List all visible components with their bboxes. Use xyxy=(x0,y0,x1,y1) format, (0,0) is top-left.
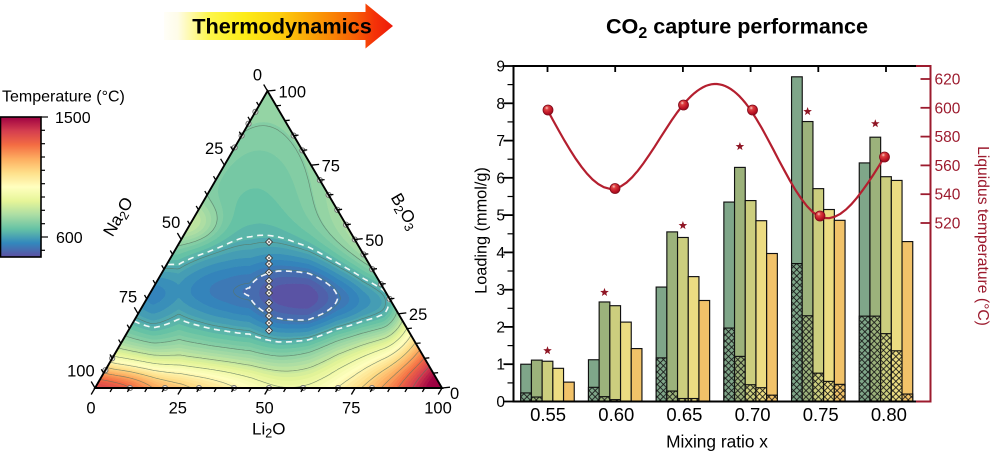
svg-text:Li2O: Li2O xyxy=(252,420,285,441)
svg-text:1500: 1500 xyxy=(55,110,91,127)
svg-text:100: 100 xyxy=(279,84,307,102)
svg-text:0.55: 0.55 xyxy=(530,404,566,425)
svg-text:0.65: 0.65 xyxy=(666,404,702,425)
svg-text:6: 6 xyxy=(496,170,505,187)
svg-text:8: 8 xyxy=(496,96,505,113)
svg-text:560: 560 xyxy=(935,158,961,175)
svg-text:25: 25 xyxy=(409,306,427,324)
svg-text:9: 9 xyxy=(496,59,505,76)
svg-text:620: 620 xyxy=(935,72,961,89)
svg-text:7: 7 xyxy=(496,133,505,150)
svg-text:0.60: 0.60 xyxy=(598,404,634,425)
svg-text:5: 5 xyxy=(496,208,505,225)
svg-text:0: 0 xyxy=(253,67,262,85)
svg-text:0: 0 xyxy=(496,394,505,411)
svg-text:CO2 capture performance: CO2 capture performance xyxy=(606,14,868,43)
svg-text:Liquidus temperature (°C): Liquidus temperature (°C) xyxy=(974,146,991,326)
svg-text:75: 75 xyxy=(342,400,360,418)
svg-text:2: 2 xyxy=(496,319,505,336)
svg-text:0: 0 xyxy=(86,400,95,418)
svg-text:100: 100 xyxy=(67,363,95,381)
svg-text:50: 50 xyxy=(162,214,180,232)
svg-text:0.80: 0.80 xyxy=(871,404,907,425)
svg-text:25: 25 xyxy=(205,140,223,158)
svg-text:0.70: 0.70 xyxy=(735,404,771,425)
svg-text:100: 100 xyxy=(424,400,452,418)
svg-text:600: 600 xyxy=(935,100,961,117)
svg-text:Temperature (°C): Temperature (°C) xyxy=(2,89,125,106)
svg-text:3: 3 xyxy=(496,282,505,299)
svg-text:75: 75 xyxy=(322,158,340,176)
svg-text:0: 0 xyxy=(450,385,459,403)
svg-text:Mixing ratio x: Mixing ratio x xyxy=(666,432,768,452)
svg-text:0.75: 0.75 xyxy=(803,404,839,425)
svg-text:600: 600 xyxy=(56,230,83,247)
svg-text:50: 50 xyxy=(255,400,273,418)
svg-text:1: 1 xyxy=(496,357,505,374)
svg-text:Thermodynamics: Thermodynamics xyxy=(192,14,372,39)
svg-text:580: 580 xyxy=(935,129,961,146)
svg-text:50: 50 xyxy=(365,232,383,250)
svg-text:520: 520 xyxy=(935,216,961,233)
svg-text:4: 4 xyxy=(496,245,505,262)
svg-text:540: 540 xyxy=(935,187,961,204)
svg-text:Loading (mmol/g): Loading (mmol/g) xyxy=(473,167,491,294)
svg-text:25: 25 xyxy=(169,400,187,418)
svg-text:75: 75 xyxy=(119,288,137,306)
